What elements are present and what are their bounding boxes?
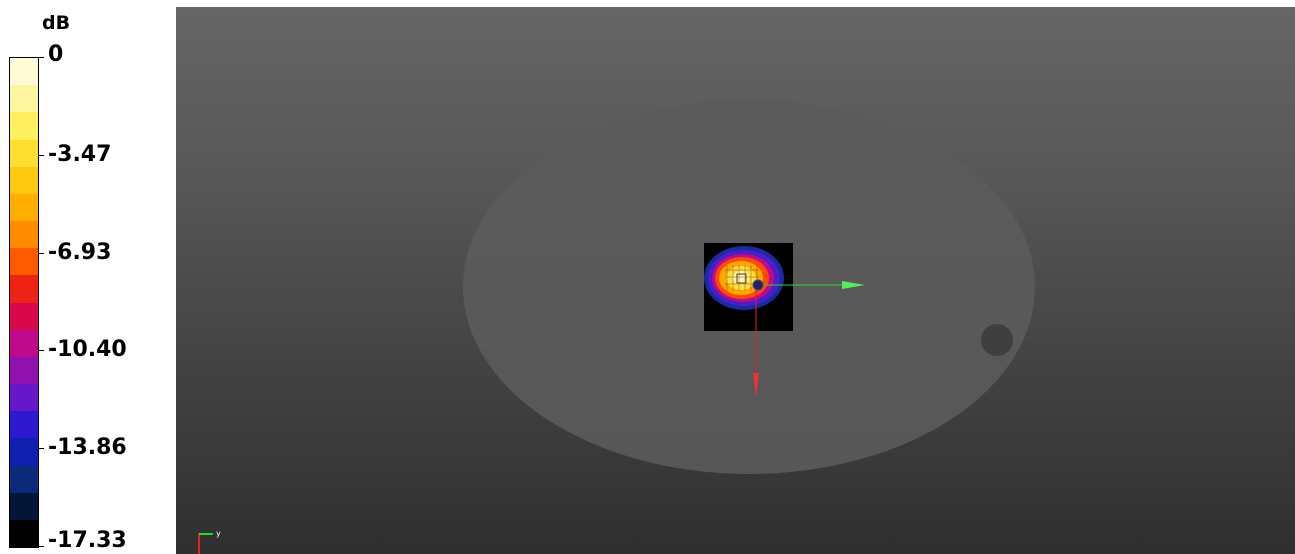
colorbar-legend: dB 0 -3.47 -6.93 -10.40 -13.86 -17.33 xyxy=(0,0,176,554)
colorbar-tick-label: 0 xyxy=(48,42,64,67)
colorbar-tick-label: -6.93 xyxy=(48,240,112,265)
scene-svg[interactable]: y xyxy=(176,7,1295,554)
colorbar-tick-label: -13.86 xyxy=(48,435,127,460)
colorbar-swatch xyxy=(10,221,38,249)
colorbar-swatch xyxy=(10,85,38,113)
zoom-scan-grid xyxy=(725,265,759,291)
phantom-hole xyxy=(981,324,1013,356)
colorbar-scale xyxy=(9,57,39,548)
colorbar-tick-label: -10.40 xyxy=(48,337,127,362)
origin-sphere xyxy=(752,279,764,291)
colorbar-swatch xyxy=(10,438,38,466)
y-axis-arrowhead xyxy=(842,281,865,289)
colorbar-swatch xyxy=(10,112,38,140)
colorbar-swatch xyxy=(10,248,38,276)
colorbar-swatch xyxy=(10,356,38,385)
sar-scan-area[interactable] xyxy=(704,243,793,331)
colorbar-swatch xyxy=(10,465,38,493)
colorbar-tick-label: -3.47 xyxy=(48,142,112,167)
colorbar-swatch xyxy=(10,58,38,86)
colorbar-tick-label: -17.33 xyxy=(48,528,127,553)
colorbar-swatch xyxy=(10,519,38,548)
colorbar-tick-mark xyxy=(38,253,44,254)
triad-y-label: y xyxy=(216,529,221,538)
colorbar-tick-mark xyxy=(38,448,44,449)
colorbar-swatch xyxy=(10,384,38,412)
colorbar-swatch xyxy=(10,193,38,222)
3d-viewport[interactable]: y xyxy=(176,7,1295,554)
colorbar-swatch xyxy=(10,302,38,330)
colorbar-tick-mark xyxy=(38,57,44,58)
colorbar-tick-mark xyxy=(38,350,44,351)
colorbar-swatch xyxy=(10,329,38,357)
colorbar-swatch xyxy=(10,275,38,303)
peak-marker xyxy=(736,273,747,284)
orientation-triad: y xyxy=(198,529,221,554)
z-axis-arrowhead xyxy=(753,373,759,397)
colorbar-swatch xyxy=(10,492,38,520)
coordinate-axes xyxy=(752,279,865,397)
colorbar-swatch xyxy=(10,411,38,439)
colorbar-swatch xyxy=(10,166,38,194)
colorbar-tick-mark xyxy=(38,155,44,156)
colorbar-tick-mark xyxy=(38,546,44,547)
legend-unit-label: dB xyxy=(42,12,71,34)
colorbar-swatch xyxy=(10,139,38,167)
